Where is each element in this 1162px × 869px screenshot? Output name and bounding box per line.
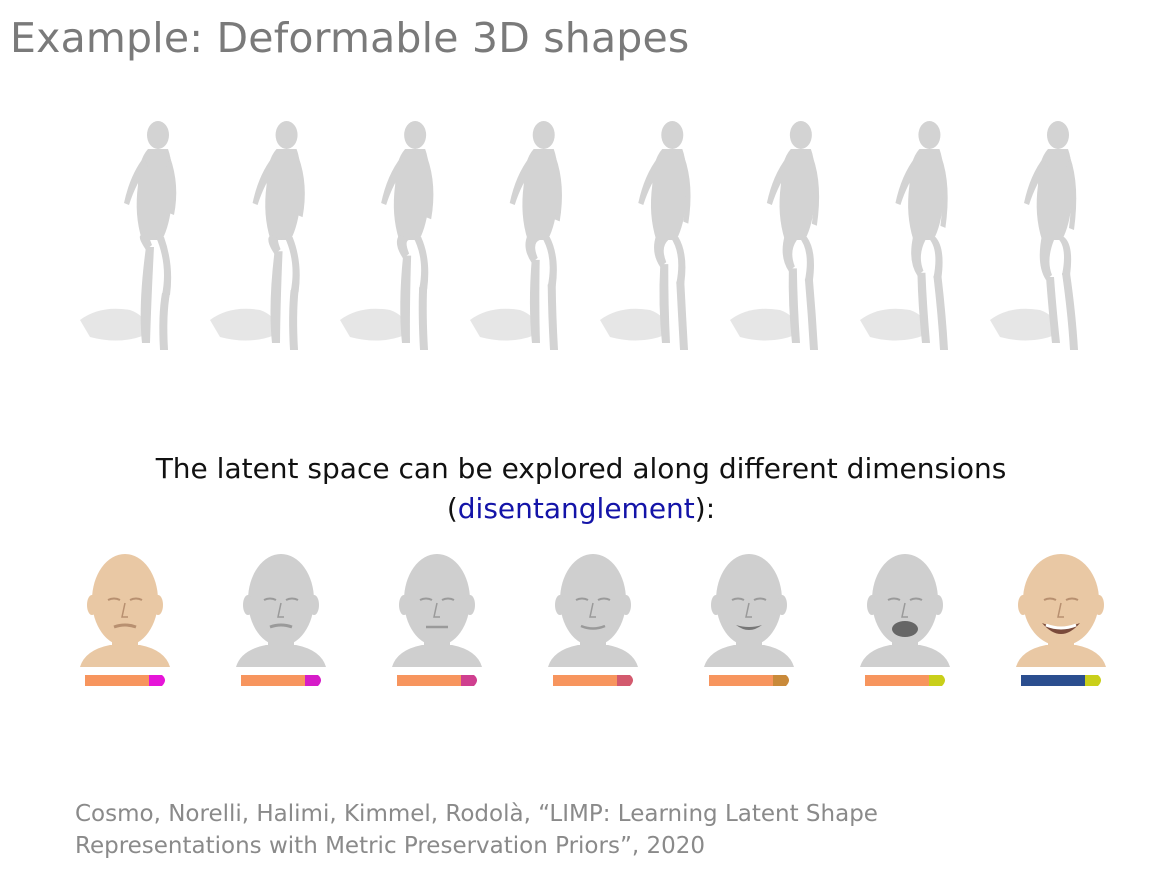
body-pose-figure — [330, 105, 460, 375]
face-head — [850, 545, 960, 690]
body-pose-figure — [200, 105, 330, 375]
body-pose-figure — [460, 105, 590, 375]
body-pose-figure — [590, 105, 720, 375]
face-head — [694, 545, 804, 690]
face-head — [538, 545, 648, 690]
citation-line-1: Cosmo, Norelli, Halimi, Kimmel, Rodolà, … — [75, 801, 878, 827]
face-head — [382, 545, 492, 690]
body-pose-figure — [70, 105, 200, 375]
face-head — [1006, 545, 1116, 690]
citation-line-2: Representations with Metric Preservation… — [75, 833, 706, 859]
caption-paren-close: ): — [694, 492, 716, 525]
face-expression-sequence — [60, 545, 1120, 695]
caption-line-1: The latent space can be explored along d… — [155, 452, 1007, 485]
caption-highlight: disentanglement — [457, 492, 695, 525]
face-head — [70, 545, 180, 690]
body-pose-figure — [720, 105, 850, 375]
caption: The latent space can be explored along d… — [0, 449, 1162, 529]
slide-title: Example: Deformable 3D shapes — [10, 14, 690, 62]
body-pose-figure — [980, 105, 1110, 375]
citation: Cosmo, Norelli, Halimi, Kimmel, Rodolà, … — [75, 798, 1035, 862]
body-pose-figure — [850, 105, 980, 375]
caption-line-2: (disentanglement): — [0, 489, 1162, 529]
caption-paren-open: ( — [446, 492, 458, 525]
body-pose-sequence — [70, 105, 1110, 375]
face-head — [226, 545, 336, 690]
